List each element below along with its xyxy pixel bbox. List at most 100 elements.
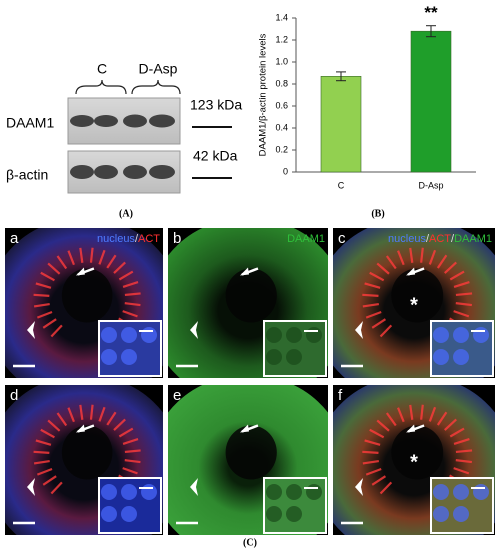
bar (410, 30, 452, 173)
error-bar (336, 71, 346, 82)
spermatid-band (362, 293, 379, 297)
spermatid-band (50, 324, 63, 338)
spermatid-band (362, 460, 379, 465)
panel-letter: b (173, 230, 181, 247)
arrow-head (406, 267, 416, 276)
y-axis-title: DAAM1/β-actin protein levels (258, 33, 269, 156)
error-bar (426, 25, 436, 38)
inset-cell (453, 484, 469, 500)
y-tick-label: 0 (283, 166, 288, 176)
arrow-head (75, 267, 85, 276)
spermatid-band (67, 407, 75, 423)
spermatid-band (98, 249, 106, 265)
inset-cell (141, 484, 157, 500)
y-tick-label: 0.8 (275, 78, 288, 88)
channel-legend: nucleus/ACT/DAAM1 (388, 233, 492, 245)
inset-cell (433, 349, 449, 365)
legend-part: nucleus (97, 233, 135, 245)
spermatid-band (379, 481, 393, 495)
inset-cell (101, 506, 117, 522)
panel-letter: a (10, 230, 19, 247)
spermatid-band (453, 438, 470, 445)
legend-part: / (451, 233, 455, 245)
spermatid-band (376, 419, 390, 432)
panel-letter: e (173, 387, 181, 404)
legend-part: DAAM1 (454, 233, 492, 245)
lumen (391, 268, 444, 323)
arrowhead (27, 321, 35, 339)
y-tick-label: 1.4 (275, 12, 288, 22)
arrowhead (190, 478, 198, 496)
spermatid-band (33, 450, 50, 454)
spermatid-band (449, 427, 465, 438)
legend-part: ACT (138, 233, 160, 245)
lumen (61, 425, 113, 480)
inset-cell (141, 327, 157, 343)
spermatid-band (369, 271, 385, 282)
spermatid-band (124, 292, 141, 297)
spermatid-band (444, 261, 457, 274)
spermatid-band (47, 262, 61, 275)
micrograph: e (168, 385, 328, 535)
micrograph: *c nucleus/ACT/DAAM1 (333, 228, 495, 378)
blot-bands (70, 114, 175, 179)
inset-cell (121, 327, 137, 343)
arrowhead (27, 478, 35, 496)
spermatid-band (371, 318, 387, 329)
bar-chart: 0 0.2 0.4 0.6 0.8 1.0 1.2 1.4 DAAM1/β-actin prot… (258, 3, 476, 190)
spermatid-band (122, 310, 138, 318)
inset-cell (286, 506, 302, 522)
spermatid-band (42, 318, 57, 329)
group-label: C (97, 61, 107, 77)
inset-cell (453, 327, 469, 343)
panel-letter: c (338, 230, 346, 247)
spermatid-band (50, 481, 63, 495)
spermatid-band (420, 404, 424, 420)
spermatid-band (42, 475, 57, 486)
inset-cell (453, 506, 469, 522)
spermatid-band (33, 460, 50, 465)
band-size: 42 kDa (193, 148, 238, 164)
inset-cell (266, 484, 282, 500)
spermatid-band (369, 428, 385, 439)
spermatid-band (56, 412, 68, 427)
inset-cell (286, 327, 302, 343)
inset-cell (306, 484, 322, 500)
legend-part: / (426, 233, 430, 245)
blot-panel: C D-Asp DAAM1 β-actin 123 kDa 42 kDa (6, 61, 242, 194)
spermatid-band (409, 404, 414, 420)
spermatid-band (428, 406, 437, 422)
y-tick-label: 1.0 (275, 56, 288, 66)
spermatid-band (33, 303, 50, 308)
lumen (61, 268, 113, 323)
spermatid-band (35, 439, 52, 446)
inset-cell (121, 349, 137, 365)
spermatid-band (436, 411, 448, 426)
panel-label: (A) (119, 208, 133, 219)
spermatid-band (397, 407, 405, 423)
y-tick-label: 0.2 (275, 144, 288, 154)
panel-label: (B) (371, 208, 384, 219)
inset-cell (266, 506, 282, 522)
micrograph: *f (333, 385, 495, 535)
spermatid-band (364, 439, 381, 446)
bar (320, 76, 362, 173)
inset-cell (433, 484, 449, 500)
spermatid-band (124, 302, 141, 307)
spermatid-band (113, 261, 126, 274)
arrow-head (75, 424, 85, 433)
y-tick-label: 0.6 (275, 100, 288, 110)
spermatid-band (40, 271, 55, 282)
inset-cell (473, 484, 489, 500)
spermatid-band (385, 412, 397, 427)
spermatid-band (122, 438, 139, 445)
spermatid-band (106, 411, 117, 426)
arrow-head (240, 267, 249, 276)
arrowhead (355, 478, 363, 496)
spermatid-band (35, 282, 52, 289)
spermatid-band (122, 467, 138, 475)
spermatid-band (118, 270, 134, 281)
spermatid-band (124, 459, 141, 464)
